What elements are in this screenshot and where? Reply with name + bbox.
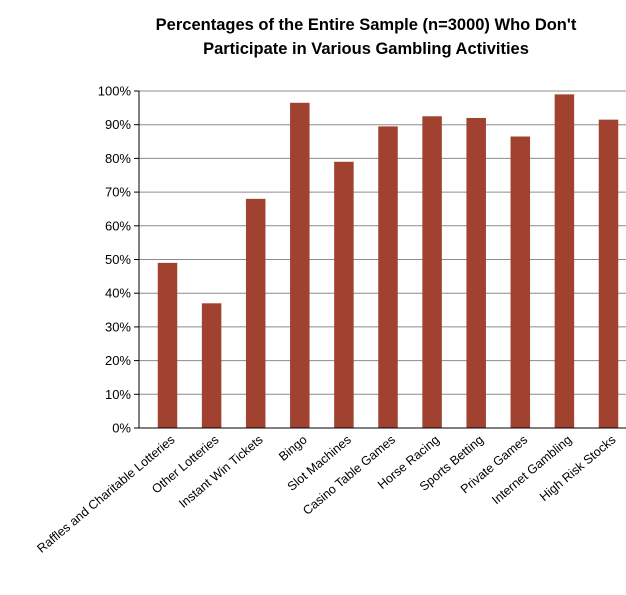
bars	[157, 94, 619, 429]
y-tick-label: 70%	[105, 185, 131, 200]
y-tick-label: 30%	[105, 319, 131, 334]
bar	[290, 102, 310, 429]
bar	[334, 161, 354, 428]
y-tick-label: 90%	[105, 117, 131, 132]
y-tick-label: 0%	[112, 421, 131, 436]
bar	[466, 117, 486, 429]
y-axis-tick-labels: 0% 10% 20% 30% 40% 50% 60% 70% 80% 90% 100%	[98, 84, 132, 436]
bar	[245, 198, 266, 428]
y-tick-label: 50%	[105, 252, 131, 267]
bar	[157, 262, 178, 428]
y-tick-label: 40%	[105, 286, 131, 301]
x-category-label: High Risk Stocks	[537, 433, 618, 504]
x-category-label: Bingo	[276, 433, 310, 464]
bar	[201, 303, 222, 428]
bar	[422, 116, 442, 429]
bar	[378, 126, 398, 428]
chart-title-line-1: Percentages of the Entire Sample (n=3000…	[156, 16, 577, 34]
bar	[510, 136, 531, 428]
axes	[134, 90, 626, 429]
y-tick-label: 20%	[105, 353, 131, 368]
y-tick-label: 100%	[98, 84, 132, 99]
y-tick-label: 80%	[105, 151, 131, 166]
y-tick-label: 10%	[105, 387, 131, 402]
bar	[598, 119, 619, 429]
y-tick-label: 60%	[105, 218, 131, 233]
chart-title-line-2: Participate in Various Gambling Activiti…	[203, 40, 529, 58]
x-category-label: Internet Gambling	[489, 433, 574, 508]
bar	[554, 94, 575, 429]
x-category-label: Instant Win Tickets	[176, 433, 265, 511]
